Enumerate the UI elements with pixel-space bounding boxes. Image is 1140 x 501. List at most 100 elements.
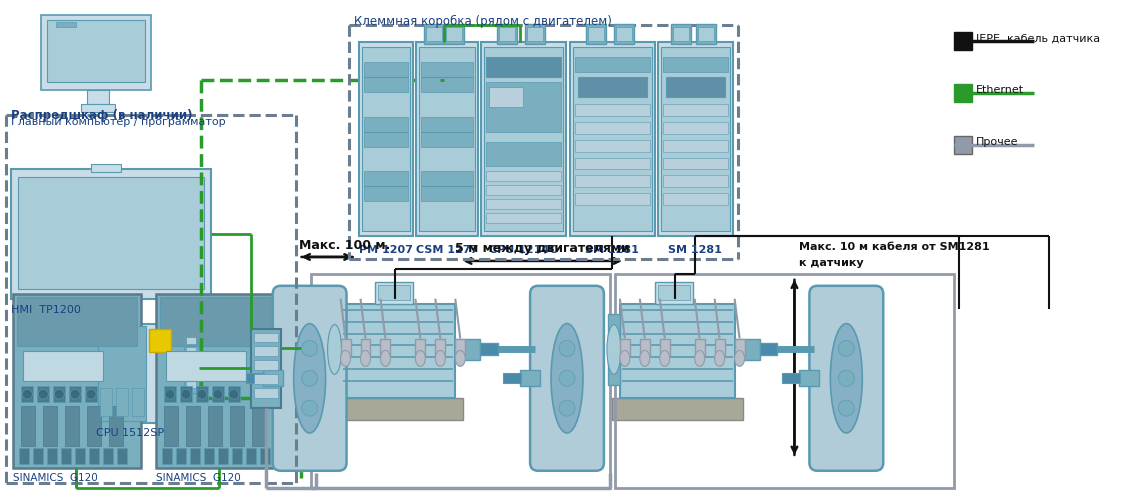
- Bar: [254, 375, 278, 384]
- Ellipse shape: [660, 351, 670, 367]
- Bar: [41, 16, 150, 91]
- FancyBboxPatch shape: [809, 286, 884, 471]
- Bar: [503, 374, 521, 383]
- Bar: [87, 406, 101, 446]
- Bar: [176, 448, 186, 464]
- Bar: [132, 388, 144, 416]
- Bar: [578, 78, 646, 98]
- Bar: [426, 28, 442, 42]
- Bar: [166, 352, 246, 381]
- Ellipse shape: [302, 371, 318, 386]
- Bar: [361, 48, 410, 231]
- Bar: [98, 326, 146, 421]
- Bar: [218, 448, 228, 464]
- Bar: [184, 334, 198, 393]
- Ellipse shape: [327, 325, 342, 375]
- Ellipse shape: [734, 351, 744, 367]
- Text: Макс. 10 м кабеля от SM1281: Макс. 10 м кабеля от SM1281: [799, 241, 990, 252]
- Bar: [415, 339, 425, 357]
- Bar: [87, 91, 109, 105]
- Text: HMI  TP1200: HMI TP1200: [11, 304, 81, 314]
- Bar: [22, 406, 35, 446]
- Bar: [658, 285, 690, 300]
- Bar: [65, 406, 79, 446]
- Bar: [156, 294, 284, 468]
- Bar: [422, 63, 473, 93]
- Ellipse shape: [197, 389, 206, 399]
- Bar: [186, 370, 196, 378]
- Text: к датчику: к датчику: [799, 258, 864, 268]
- Bar: [11, 170, 211, 299]
- Bar: [100, 388, 112, 416]
- Bar: [654, 282, 693, 304]
- Bar: [662, 58, 727, 73]
- Bar: [424, 25, 445, 45]
- Bar: [497, 25, 518, 45]
- Bar: [47, 448, 57, 464]
- Ellipse shape: [23, 389, 32, 399]
- Bar: [694, 339, 705, 357]
- Bar: [109, 406, 123, 446]
- Bar: [499, 28, 515, 42]
- Bar: [620, 339, 630, 357]
- Bar: [162, 448, 172, 464]
- Ellipse shape: [302, 400, 318, 416]
- Bar: [231, 448, 242, 464]
- Bar: [575, 158, 650, 170]
- Ellipse shape: [39, 389, 48, 399]
- Text: CSM 1277: CSM 1277: [416, 244, 479, 255]
- Text: SM 1281: SM 1281: [585, 244, 638, 255]
- Bar: [486, 186, 561, 196]
- Bar: [75, 448, 86, 464]
- Bar: [954, 85, 972, 103]
- Bar: [207, 406, 222, 446]
- Text: Макс. 100 м.: Макс. 100 м.: [299, 238, 390, 252]
- Bar: [608, 314, 620, 385]
- Text: IEPE  кабель датчика: IEPE кабель датчика: [976, 33, 1100, 43]
- Bar: [575, 105, 650, 117]
- Bar: [481, 43, 565, 236]
- Bar: [670, 25, 691, 45]
- Bar: [164, 406, 178, 446]
- Bar: [186, 406, 199, 446]
- Bar: [341, 304, 455, 398]
- Bar: [17, 297, 137, 347]
- Ellipse shape: [838, 400, 854, 416]
- Bar: [54, 386, 65, 402]
- Bar: [381, 339, 390, 357]
- Bar: [186, 337, 196, 345]
- Text: SM 1281: SM 1281: [668, 244, 722, 255]
- Bar: [341, 339, 350, 357]
- Ellipse shape: [213, 389, 222, 399]
- Ellipse shape: [640, 351, 650, 367]
- Bar: [455, 339, 465, 357]
- Bar: [260, 448, 270, 464]
- Bar: [416, 43, 478, 236]
- Bar: [486, 200, 561, 210]
- Bar: [375, 282, 414, 304]
- FancyBboxPatch shape: [530, 286, 604, 471]
- Ellipse shape: [341, 351, 350, 367]
- Bar: [91, 165, 121, 173]
- Bar: [252, 406, 266, 446]
- Bar: [62, 448, 71, 464]
- Bar: [254, 388, 278, 398]
- Text: SINAMICS  G120: SINAMICS G120: [156, 472, 241, 482]
- Bar: [422, 172, 473, 202]
- Ellipse shape: [606, 325, 621, 375]
- Bar: [480, 344, 498, 356]
- Bar: [86, 386, 97, 402]
- Bar: [759, 344, 777, 356]
- Bar: [56, 23, 76, 28]
- Bar: [586, 25, 606, 45]
- Bar: [204, 448, 214, 464]
- Bar: [715, 339, 725, 357]
- Ellipse shape: [87, 389, 96, 399]
- Ellipse shape: [559, 341, 575, 357]
- Bar: [662, 140, 727, 152]
- Bar: [364, 118, 408, 147]
- Bar: [378, 285, 410, 300]
- Bar: [18, 178, 204, 289]
- Ellipse shape: [551, 324, 583, 433]
- Bar: [954, 136, 972, 154]
